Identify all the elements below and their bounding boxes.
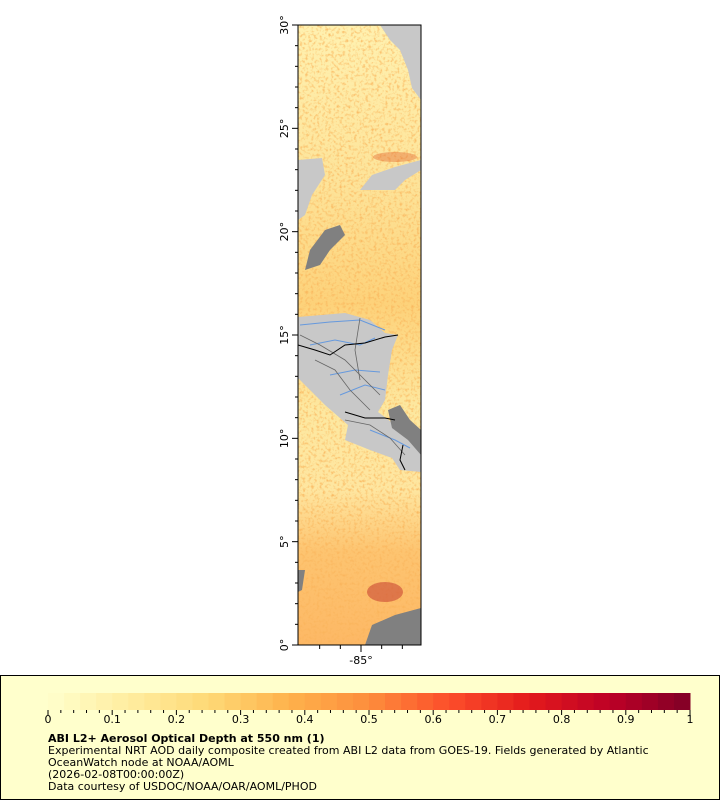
colorbar-swatch xyxy=(657,693,675,710)
colorbar-swatch xyxy=(336,693,354,710)
land-cuba xyxy=(360,160,421,190)
colorbar-tick-label: 0.1 xyxy=(103,713,121,726)
lat-label: 10° xyxy=(278,429,291,449)
colorbar-swatch xyxy=(272,693,290,710)
lat-label: 5° xyxy=(278,535,291,548)
aod-field xyxy=(298,25,421,645)
colorbar-swatch xyxy=(577,693,595,710)
colorbar-swatch xyxy=(513,693,530,710)
colorbar-swatch xyxy=(545,693,563,710)
colorbar-tick-label: 0.5 xyxy=(360,713,378,726)
legend-title: ABI L2+ Aerosol Optical Depth at 550 nm … xyxy=(48,732,325,745)
legend-time: (2026-02-08T00:00:00Z) xyxy=(48,768,185,781)
colorbar-swatch xyxy=(609,693,627,710)
colorbar-swatch xyxy=(625,693,643,710)
colorbar-tick-label: 0.3 xyxy=(231,713,250,726)
colorbar-swatch xyxy=(561,693,579,710)
colorbar-swatch xyxy=(369,693,386,710)
lat-label: 0° xyxy=(278,639,291,652)
colorbar-swatch xyxy=(673,693,691,710)
colorbar-swatch xyxy=(176,693,193,710)
nodata-nicaragua xyxy=(388,405,421,455)
colorbar-swatch xyxy=(497,693,514,710)
colorbar-swatch xyxy=(256,693,274,710)
nodata-south xyxy=(365,608,421,645)
colorbar-swatch xyxy=(240,693,258,710)
colorbar-swatch xyxy=(48,693,65,710)
colorbar-swatch xyxy=(385,693,402,710)
colorbar-tick-label: 1 xyxy=(686,713,694,726)
colorbar-tick-label: 0.7 xyxy=(488,713,507,726)
colorbar-swatch xyxy=(401,693,418,710)
colorbar-swatch xyxy=(465,693,482,710)
colorbar-swatch xyxy=(433,693,450,710)
colorbar-swatch xyxy=(144,693,161,710)
colorbar-tick-label: 0.4 xyxy=(296,713,314,726)
nodata-belize xyxy=(305,225,345,270)
colorbar-swatch xyxy=(304,693,322,710)
colorbar-swatch xyxy=(352,693,370,710)
colorbar-swatch xyxy=(208,693,226,710)
land-central-america xyxy=(298,313,421,472)
admin-borders xyxy=(299,317,406,456)
colorbar-swatch xyxy=(80,693,97,710)
lat-label: 20° xyxy=(278,222,291,242)
lon-axis: -85° xyxy=(319,645,403,667)
colorbar-swatch xyxy=(160,693,177,710)
colorbar-swatch xyxy=(128,693,145,710)
colorbar-swatch xyxy=(529,693,547,710)
colorbar-swatch xyxy=(320,693,338,710)
colorbar-tick-label: 0.9 xyxy=(617,713,635,726)
colorbar xyxy=(47,693,691,715)
lat-axis: 0° 5° 10° 15° 20° 25° 30° xyxy=(278,15,298,651)
lat-label: 15° xyxy=(278,325,291,345)
lat-label: 30° xyxy=(278,15,291,35)
nodata-west xyxy=(298,570,305,592)
country-borders xyxy=(298,334,406,471)
legend-credit: Data courtesy of USDOC/NOAA/OAR/AOML/PHO… xyxy=(48,780,317,793)
colorbar-swatch xyxy=(96,693,113,710)
colorbar-swatch xyxy=(481,693,498,710)
colorbar-swatch xyxy=(64,693,81,710)
lat-label: 25° xyxy=(278,119,291,139)
colorbar-tick-label: 0.8 xyxy=(552,713,571,726)
colorbar-swatch xyxy=(112,693,129,710)
legend-desc-2: OceanWatch node at NOAA/AOML xyxy=(48,756,234,769)
map-plot: 0° 5° 10° 15° 20° 25° 30° -85° xyxy=(278,15,422,667)
colorbar-tick-label: 0.2 xyxy=(167,713,186,726)
legend-panel: 0 0.1 0.2 0.3 0.4 0.5 0.6 0.7 0.8 0.9 1 ABI L2+ Ae… xyxy=(0,675,720,800)
colorbar-swatch xyxy=(192,693,209,710)
colorbar-tick-label: 0 xyxy=(44,713,52,726)
colorbar-swatch xyxy=(224,693,242,710)
land-yucatan xyxy=(298,158,325,220)
colorbar-swatch xyxy=(593,693,611,710)
colorbar-swatch xyxy=(288,693,306,710)
colorbar-tick-label: 0.6 xyxy=(424,713,442,726)
land-florida xyxy=(380,25,421,100)
colorbar-swatch xyxy=(449,693,466,710)
legend-desc-1: Experimental NRT AOD daily composite cre… xyxy=(48,744,649,757)
colorbar-swatch xyxy=(417,693,434,710)
lon-label: -85° xyxy=(349,654,372,667)
colorbar-swatch xyxy=(641,693,659,710)
